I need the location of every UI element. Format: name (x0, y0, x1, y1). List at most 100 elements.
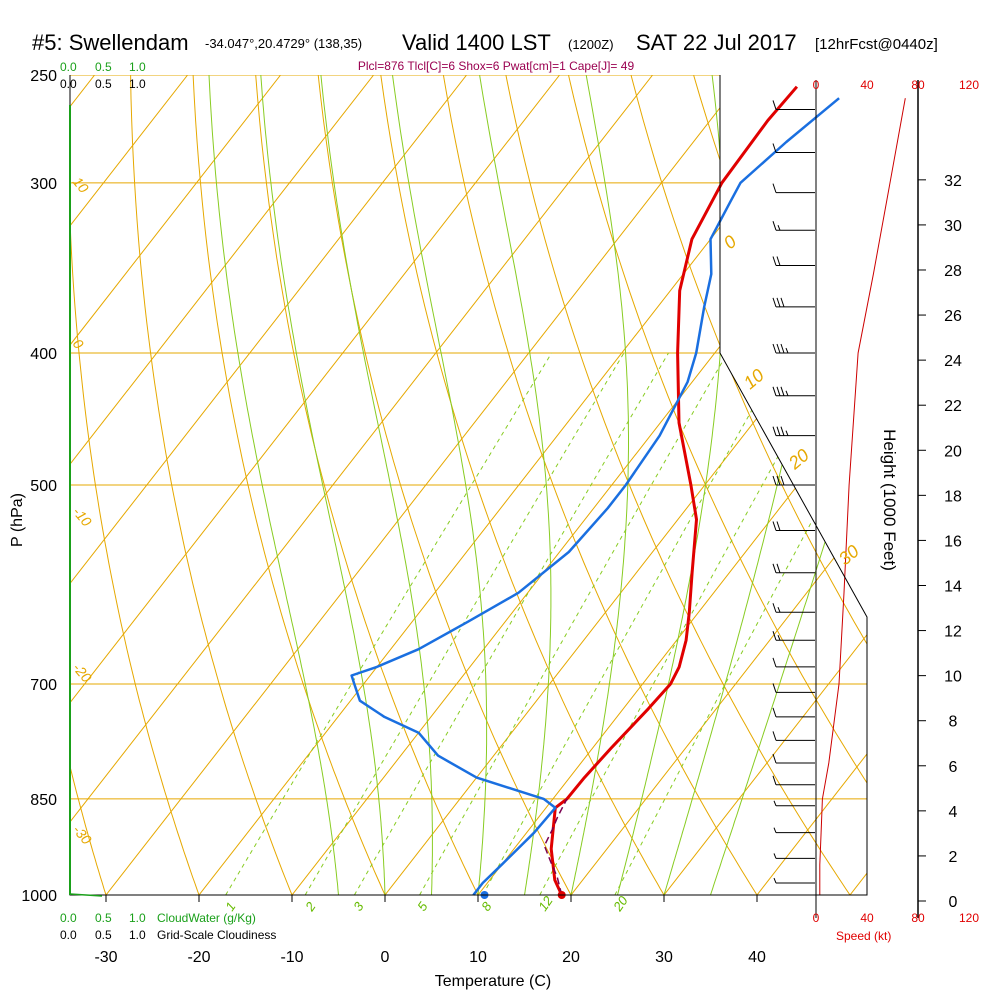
pressure-tick-300: 300 (30, 176, 57, 193)
cloudiness-top-1: 0.5 (95, 77, 112, 91)
wind-barb (772, 753, 815, 764)
moist-adiabat-label: 30 (835, 541, 863, 569)
valid-time: Valid 1400 LST (402, 30, 551, 55)
moist-adiabat-label: 0 (720, 231, 741, 253)
dry-adiabat-line (568, 75, 867, 895)
wind-barb (772, 731, 815, 741)
isotherm-line (756, 75, 867, 895)
mixing-ratio-line (225, 352, 553, 895)
wind-barb (772, 183, 815, 194)
dry-adiabat-label: -30 (70, 822, 95, 848)
wind-barb (772, 475, 815, 486)
temp-tick-label: 20 (562, 949, 580, 966)
isotherm-line (70, 75, 560, 895)
dry-adiabat-line (317, 75, 572, 895)
isotherm-line (663, 75, 867, 895)
cloudwater-bottom-1: 0.5 (95, 911, 112, 925)
height-tick-label: 6 (949, 759, 958, 776)
height-tick-label: 16 (944, 533, 962, 550)
height-tick-label: 18 (944, 488, 962, 505)
speed-top-120: 120 (959, 78, 979, 92)
isotherm-line (849, 75, 867, 895)
mixing-ratio-line (482, 352, 785, 895)
wind-speed-line (819, 98, 906, 895)
speed-bottom-120: 120 (959, 911, 979, 925)
moist-adiabat-line (320, 75, 433, 895)
pressure-tick-250: 250 (30, 68, 57, 85)
sounding-params: Plcl=876 Tlcl[C]=6 Shox=6 Pwat[cm]=1 Cap… (358, 59, 635, 73)
speed-top-0: 0 (813, 78, 820, 92)
height-tick-label: 8 (949, 714, 958, 731)
background-lines (0, 75, 867, 895)
mixing-ratio-line (539, 352, 836, 895)
cloudwater-bottom-2: 1.0 (129, 911, 146, 925)
wind-barb (772, 297, 815, 308)
temp-tick-label: -30 (94, 949, 117, 966)
height-tick-label: 12 (944, 624, 962, 641)
moist-adiabat-line (260, 75, 386, 895)
moist-adiabat-line (208, 75, 339, 895)
temp-tick-label: 10 (469, 949, 487, 966)
height-tick-label: 14 (944, 578, 962, 595)
mixing-ratio-line (353, 352, 669, 895)
cloud-bottom-labels: 0.0 0.5 1.0 CloudWater (g/Kg) 0.0 0.5 1.… (60, 911, 276, 942)
cloudiness-top-2: 1.0 (129, 77, 146, 91)
temp-tick-label: -10 (280, 949, 303, 966)
wind-barb (772, 683, 815, 693)
isotherm-line (70, 75, 653, 895)
height-tick-label: 2 (949, 849, 958, 866)
dry-adiabat-line (255, 75, 479, 895)
mixing-ratio-label: 5 (414, 899, 431, 914)
mixing-ratio-line (614, 352, 867, 895)
moist-adiabat-line (479, 75, 552, 895)
dry-adiabat-line (630, 75, 867, 895)
pressure-tick-400: 400 (30, 346, 57, 363)
temp-tick-label: 40 (748, 949, 766, 966)
station-coords: -34.047°,20.4729° (138,35) (205, 36, 362, 51)
wind-barb (772, 521, 815, 532)
dry-adiabat-label: -10 (70, 504, 95, 530)
speed-top-80: 80 (911, 78, 925, 92)
mixing-ratio-label: 2 (302, 899, 319, 915)
wind-barb (772, 631, 815, 641)
zulu-time: (1200Z) (568, 37, 614, 52)
isotherm-line (105, 75, 746, 895)
height-tick-label: 32 (944, 173, 962, 190)
cloudwater-surface (69, 893, 103, 897)
temperature-line (549, 85, 799, 896)
height-tick-label: 0 (949, 894, 958, 911)
height-tick-label: 22 (944, 398, 962, 415)
height-tick-label: 24 (944, 353, 962, 370)
dry-adiabat-line (70, 75, 200, 895)
speed-bottom-0: 0 (813, 911, 820, 925)
dry-adiabat-line (0, 75, 13, 895)
cloudwater-top-2: 1.0 (129, 60, 146, 74)
height-tick-label: 26 (944, 308, 962, 325)
cloudwater-title: CloudWater (g/Kg) (157, 911, 256, 925)
cloudiness-bottom-0: 0.0 (60, 928, 77, 942)
wind-barb (772, 775, 815, 786)
dry-adiabat-line (130, 75, 293, 895)
dry-adiabat-line (818, 75, 867, 895)
moist-adiabat-line (710, 75, 867, 895)
wind-barb (773, 827, 815, 834)
isotherm-line (70, 75, 281, 895)
x-axis-label: Temperature (C) (435, 973, 551, 990)
wind-barb (772, 707, 815, 718)
mixing-ratio-line (419, 352, 728, 895)
wind-barb (772, 143, 815, 154)
wind-barb (772, 563, 815, 574)
dry-adiabat-label: 10 (70, 174, 92, 196)
moist-adiabat-label: 10 (740, 365, 768, 393)
wind-barb (773, 853, 815, 859)
cloudwater-top-0: 0.0 (60, 60, 77, 74)
cloudwater-top-1: 0.5 (95, 60, 112, 74)
pressure-tick-850: 850 (30, 792, 57, 809)
speed-top-40: 40 (860, 78, 874, 92)
cloudwater-bottom-0: 0.0 (60, 911, 77, 925)
mixing-ratio-label: 20 (610, 893, 632, 915)
mixing-ratio-label: 3 (350, 899, 367, 914)
mixing-ratio-label: 12 (535, 893, 556, 914)
speed-top-labels: 0 40 80 120 (813, 78, 980, 92)
